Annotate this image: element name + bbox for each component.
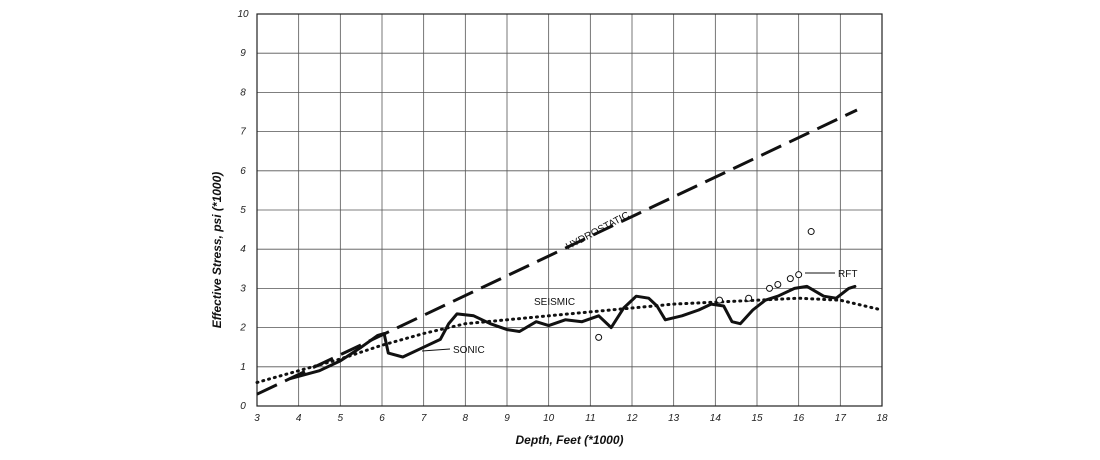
y-tick-label: 9 [240,48,246,59]
x-tick-label: 15 [751,413,763,424]
annotation-sonic-leader [421,348,451,352]
x-tick-label: 10 [543,413,555,424]
y-tick-label: 5 [240,205,246,216]
x-tick-label: 17 [835,413,847,424]
x-tick-label: 3 [254,413,260,424]
y-tick-labels: 0 1 2 3 4 5 6 7 8 9 10 [237,9,249,412]
rft-point [716,296,723,304]
x-tick-label: 4 [296,413,302,424]
y-tick-label: 3 [240,283,246,294]
y-tick-label: 4 [240,244,246,255]
rft-point [595,333,603,341]
x-tick-label: 11 [585,413,595,424]
y-tick-label: 2 [239,323,246,334]
rft-point [766,284,773,292]
annotations: HYDROSTATIC SEISMIC SONIC RFT [421,210,857,356]
annotation-sonic: SONIC [453,345,485,356]
annotation-seismic: SEISMIC [534,297,575,308]
sonic-line [288,284,857,381]
y-tick-label: 10 [237,9,249,20]
x-tick-label: 13 [668,413,680,424]
x-tick-label: 8 [463,413,469,424]
hydrostatic-line [256,108,858,396]
rft-point [786,275,794,283]
x-tick-label: 12 [626,413,638,424]
y-tick-label: 0 [240,401,246,412]
x-tick-label: 5 [338,413,344,424]
x-tick-label: 7 [421,413,427,424]
annotation-hydrostatic: HYDROSTATIC [564,210,631,253]
y-tick-label: 7 [240,127,246,138]
rft-point [795,271,803,279]
annotation-rft: RFT [838,269,857,280]
x-tick-labels: 3 4 5 6 7 8 9 10 11 12 13 14 15 16 17 18 [254,413,888,424]
seismic-line [255,296,884,384]
x-tick-label: 6 [379,413,385,424]
rft-point [774,280,782,288]
x-tick-label: 14 [710,413,722,424]
y-tick-label: 6 [240,166,246,177]
x-tick-label: 9 [504,413,510,424]
y-tick-label: 1 [240,362,246,373]
y-axis-title: Effective Stress, psi (*1000) [210,172,224,329]
y-tick-label: 8 [240,87,246,98]
x-axis-title: Depth, Feet (*1000) [515,433,623,447]
x-tick-label: 16 [793,413,805,424]
series [255,108,884,396]
rft-point [807,228,815,236]
x-tick-label: 18 [876,413,888,424]
plot-frame [256,13,883,407]
grid [256,13,883,407]
rft-point [745,294,753,302]
